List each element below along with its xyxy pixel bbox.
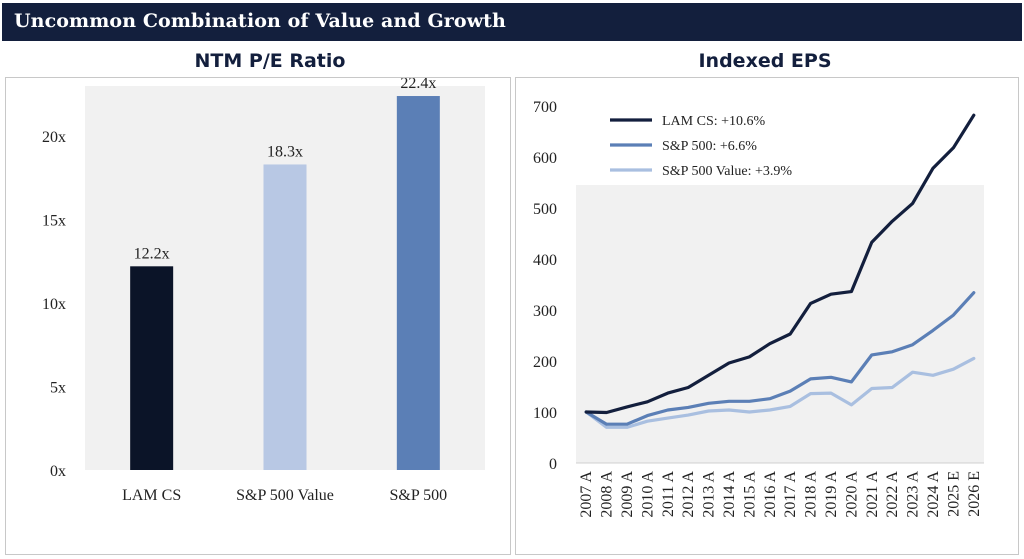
eps-chart-panel: 0 100 200 300 400 500 600 700 2007 A 2008 A 2009 A… (515, 77, 1019, 555)
eps-x-tick-label: 2007 A (578, 471, 595, 518)
eps-y-tick-label: 600 (533, 150, 557, 167)
eps-x-tick-label: 2018 A (803, 471, 820, 518)
eps-x-tick-label: 2024 A (925, 471, 942, 518)
eps-x-tick-label: 2013 A (701, 471, 718, 518)
pe-y-tick-label: 15x (42, 213, 66, 230)
eps-legend-label: LAM CS: +10.6% (662, 114, 766, 129)
pe-bar-value-label: 18.3x (267, 143, 303, 160)
eps-x-tick-label: 2019 A (823, 471, 840, 518)
pe-bar (396, 96, 440, 470)
eps-x-tick-label: 2017 A (782, 471, 799, 518)
eps-x-tick-label: 2022 A (884, 471, 901, 518)
pe-y-tick-label: 0x (50, 463, 66, 480)
pe-chart-panel: 0x 5x 10x 15x 20x 12.2x LAM CS 18.3x S&P 500 Val… (5, 75, 511, 555)
eps-series-line (584, 113, 976, 415)
pe-x-tick-label: S&P 500 Value (236, 487, 334, 504)
eps-x-tick-label: 2026 E (966, 471, 983, 517)
eps-y-tick-label: 500 (533, 201, 557, 218)
pe-bar (263, 164, 307, 470)
eps-x-tick-label: 2014 A (721, 471, 738, 518)
eps-x-tick-label: 2016 A (762, 471, 779, 518)
eps-x-tick-label: 2023 A (905, 471, 922, 518)
pe-y-tick-label: 10x (42, 296, 66, 313)
pe-chart-title: NTM P/E Ratio (194, 50, 346, 72)
pe-x-tick-label: LAM CS (122, 487, 181, 504)
eps-x-tick-label: 2009 A (619, 471, 636, 518)
pe-bar-value-label: 12.2x (134, 245, 170, 262)
pe-y-tick-label: 5x (50, 380, 66, 397)
eps-chart-title: Indexed EPS (698, 50, 832, 72)
eps-x-tick-label: 2021 A (864, 471, 881, 518)
eps-x-tick-label: 2011 A (660, 471, 677, 518)
eps-x-tick-label: 2025 E (945, 471, 962, 517)
header-title: Uncommon Combination of Value and Growth (14, 10, 506, 32)
eps-y-tick-label: 700 (533, 99, 557, 116)
eps-x-tick-label: 2020 A (843, 471, 860, 518)
pe-y-tick-label: 20x (42, 129, 66, 146)
eps-y-tick-label: 0 (549, 456, 557, 473)
eps-y-tick-label: 300 (533, 303, 557, 320)
eps-series-line (584, 291, 976, 426)
header-banner: Uncommon Combination of Value and Growth (2, 3, 1022, 41)
eps-legend-label: S&P 500: +6.6% (662, 139, 757, 154)
pe-bar-chart: 0x 5x 10x 15x 20x 12.2x LAM CS 18.3x S&P 500 Val… (42, 75, 485, 504)
pe-x-tick-label: S&P 500 (390, 487, 448, 504)
eps-series-line (584, 356, 976, 429)
eps-y-tick-label: 100 (533, 405, 557, 422)
eps-x-tick-label: 2010 A (639, 471, 656, 518)
eps-x-tick-label: 2012 A (680, 471, 697, 518)
eps-x-tick-label: 2008 A (599, 471, 616, 518)
eps-y-tick-label: 400 (533, 252, 557, 269)
pe-bar-value-label: 22.4x (400, 78, 436, 92)
eps-x-tick-label: 2015 A (741, 471, 758, 518)
eps-line-chart: 0 100 200 300 400 500 600 700 2007 A 2008 A 2009 A… (533, 99, 984, 518)
eps-legend-label: S&P 500 Value: +3.9% (662, 164, 792, 179)
pe-bar (130, 266, 174, 470)
eps-y-tick-label: 200 (533, 354, 557, 371)
